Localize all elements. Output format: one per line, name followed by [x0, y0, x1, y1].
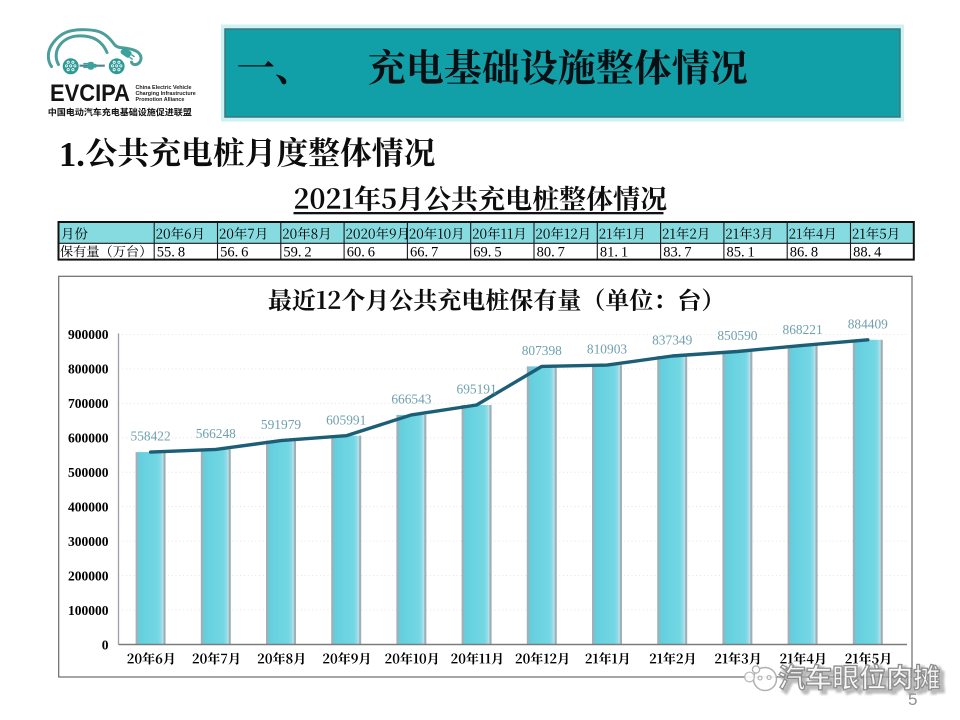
svg-text:566248: 566248 [196, 426, 236, 441]
svg-text:400000: 400000 [68, 500, 109, 515]
svg-text:600000: 600000 [68, 431, 109, 446]
svg-text:807398: 807398 [522, 343, 562, 358]
svg-text:EVCIPA: EVCIPA [50, 80, 130, 107]
svg-text:88. 4: 88. 4 [853, 244, 882, 260]
svg-text:884409: 884409 [848, 316, 888, 331]
svg-text:83. 7: 83. 7 [663, 244, 691, 260]
svg-text:56. 6: 56. 6 [220, 244, 248, 260]
svg-text:666543: 666543 [391, 392, 431, 407]
svg-text:69. 5: 69. 5 [473, 244, 501, 260]
svg-text:80. 7: 80. 7 [537, 244, 565, 260]
svg-text:850590: 850590 [717, 328, 757, 343]
svg-text:558422: 558422 [131, 429, 171, 444]
svg-text:591979: 591979 [261, 417, 301, 432]
svg-text:500000: 500000 [68, 465, 109, 480]
svg-text:55. 8: 55. 8 [157, 244, 185, 260]
svg-text:695191: 695191 [457, 382, 497, 397]
svg-text:200000: 200000 [68, 568, 109, 583]
svg-text:66. 7: 66. 7 [410, 244, 438, 260]
svg-text:China Electric Vehicle: China Electric Vehicle [136, 85, 192, 91]
svg-text:60. 6: 60. 6 [347, 244, 375, 260]
svg-text:300000: 300000 [68, 534, 109, 549]
svg-text:59. 2: 59. 2 [283, 244, 311, 260]
svg-text:837349: 837349 [652, 333, 692, 348]
svg-text:810903: 810903 [587, 342, 627, 357]
svg-text:81. 1: 81. 1 [600, 244, 628, 260]
svg-text:700000: 700000 [68, 396, 109, 411]
svg-text:85. 1: 85. 1 [727, 244, 755, 260]
svg-text:900000: 900000 [68, 327, 109, 342]
svg-text:86. 8: 86. 8 [790, 244, 818, 260]
svg-text:800000: 800000 [68, 362, 109, 377]
svg-text:605991: 605991 [326, 412, 366, 427]
svg-text:5: 5 [908, 690, 917, 709]
svg-text:0: 0 [102, 637, 109, 652]
svg-text:Charging Infrastructure: Charging Infrastructure [136, 91, 196, 97]
svg-text:1.: 1. [59, 136, 85, 174]
svg-text:Promotion Alliance: Promotion Alliance [136, 97, 185, 103]
svg-text:868221: 868221 [783, 322, 823, 337]
svg-text:100000: 100000 [68, 603, 109, 618]
